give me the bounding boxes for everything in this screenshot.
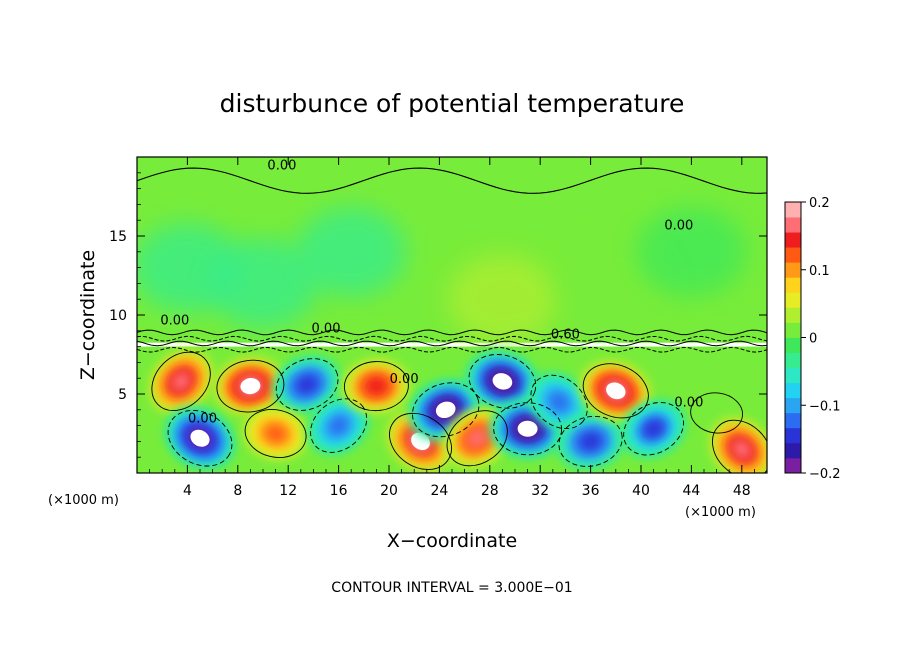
contour-line [244, 409, 307, 458]
y-axis: 5 10 15 [109, 172, 767, 458]
colorbar-swatch [785, 217, 801, 233]
colorbar-tick-label: −0.2 [809, 467, 841, 482]
contour-line [446, 410, 508, 467]
y-tick-label: 15 [109, 229, 127, 245]
contour-label: 0.60 [551, 328, 580, 343]
colorbar-tick-label: 0.2 [809, 196, 830, 211]
contour-line [216, 359, 285, 413]
contour-line [137, 335, 767, 342]
contour-line [582, 363, 649, 419]
colorbar-tick-label: −0.1 [809, 399, 841, 414]
contour-line [310, 398, 368, 453]
colorbar-swatch [785, 412, 801, 429]
colorbar-swatch [785, 322, 801, 338]
contour-line [151, 351, 211, 412]
colorbar-swatch [785, 202, 801, 218]
colorbar-swatch [785, 397, 801, 414]
field-blob [465, 350, 540, 413]
contour-label: 0.00 [160, 313, 189, 328]
colorbar-tick-label: 0 [809, 332, 817, 347]
chart-title: disturbunce of potential temperature [220, 89, 685, 118]
x-tick-label: 36 [582, 483, 600, 499]
contour-label: 0.00 [664, 219, 693, 234]
contour-line [167, 410, 233, 467]
contour-label: 0.00 [267, 159, 296, 174]
contour-interval-note: CONTOUR INTERVAL = 3.000E−01 [331, 580, 572, 596]
x-tick-label: 8 [233, 483, 242, 499]
colorbar-swatch [785, 247, 801, 263]
colorbar-swatch [785, 427, 801, 444]
upper-layer [137, 157, 767, 345]
field-blob [273, 355, 342, 414]
x-tick-label: 24 [430, 483, 448, 499]
x-tick-label: 4 [183, 483, 192, 499]
field-blob [308, 396, 370, 456]
y-tick-label: 10 [109, 308, 127, 324]
field-blob [579, 359, 653, 422]
upper-patch [296, 206, 407, 297]
x-tick-label: 32 [531, 483, 549, 499]
contour-line [137, 340, 767, 347]
contour-line [712, 419, 767, 473]
contour-line [389, 412, 452, 470]
x-unit-right: (×1000 m) [685, 505, 756, 520]
colorbar-swatch [785, 277, 801, 293]
contour-label: 0.00 [390, 372, 419, 387]
contour-line [493, 402, 563, 456]
colorbar-swatch [785, 352, 801, 369]
colorbar-swatch [785, 457, 801, 474]
y-tick-label: 5 [118, 387, 127, 403]
field-blob [528, 372, 590, 432]
x-tick-label: 20 [380, 483, 398, 499]
colorbar-swatch [785, 232, 801, 248]
x-axis-label: X−coordinate [387, 530, 517, 552]
contour-line [275, 358, 339, 411]
lower-layer [137, 346, 767, 473]
x-tick-label: 16 [330, 483, 348, 499]
y-axis-label: Z−coordinate [77, 250, 99, 380]
x-tick-label: 40 [632, 483, 650, 499]
upper-patch [447, 254, 558, 345]
colorbar-tick-label: 0.1 [809, 264, 830, 279]
upper-patch [208, 238, 318, 329]
colorbar-swatch [785, 382, 801, 399]
contour-line [530, 374, 588, 430]
contour-line [137, 167, 767, 194]
contour-line [558, 415, 623, 467]
field-blob [620, 399, 687, 458]
colorbar-swatch [785, 292, 801, 308]
colorbar-swatch [785, 307, 801, 323]
contour-lines: 0.00 0.00 0.00 0.00 0.60 0.00 0.00 0.00 [137, 159, 767, 473]
field-blob [709, 416, 767, 473]
field-blob [242, 406, 309, 461]
contour-line [137, 346, 767, 353]
field-blob [148, 348, 214, 415]
contour-line [343, 361, 409, 412]
colorbar-swatch [785, 442, 801, 459]
x-tick-label: 44 [682, 483, 700, 499]
contour-field: 0.00 0.00 0.00 0.00 0.60 0.00 0.00 0.00 [137, 157, 767, 473]
contour-label: 0.00 [312, 321, 341, 336]
colorbar: −0.2 −0.1 0 0.1 0.2 [784, 196, 841, 482]
colorbar-swatch [785, 367, 801, 384]
colorbar-swatch [785, 262, 801, 278]
upper-patch [636, 206, 747, 297]
field-blob [164, 406, 236, 470]
contour-label: 0.00 [188, 411, 217, 426]
x-tick-label: 28 [481, 483, 499, 499]
contour-line [137, 329, 767, 336]
x-tick-label: 12 [279, 483, 297, 499]
field-blob [341, 358, 412, 414]
x-tick-label: 48 [733, 483, 751, 499]
contour-label: 0.00 [674, 396, 703, 411]
contour-line [468, 354, 537, 409]
field-blob [213, 356, 288, 416]
colorbar-swatch [785, 337, 801, 353]
x-axis: 4 8 12 16 20 24 28 32 36 40 44 48 [149, 157, 755, 499]
contour-line [412, 382, 480, 438]
x-unit-left: (×1000 m) [48, 493, 119, 508]
